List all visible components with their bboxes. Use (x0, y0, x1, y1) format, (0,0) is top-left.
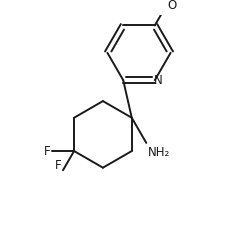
Text: N: N (154, 74, 163, 87)
Text: F: F (55, 158, 61, 171)
Text: O: O (168, 0, 177, 12)
Text: NH₂: NH₂ (148, 145, 170, 158)
Text: F: F (43, 144, 50, 157)
